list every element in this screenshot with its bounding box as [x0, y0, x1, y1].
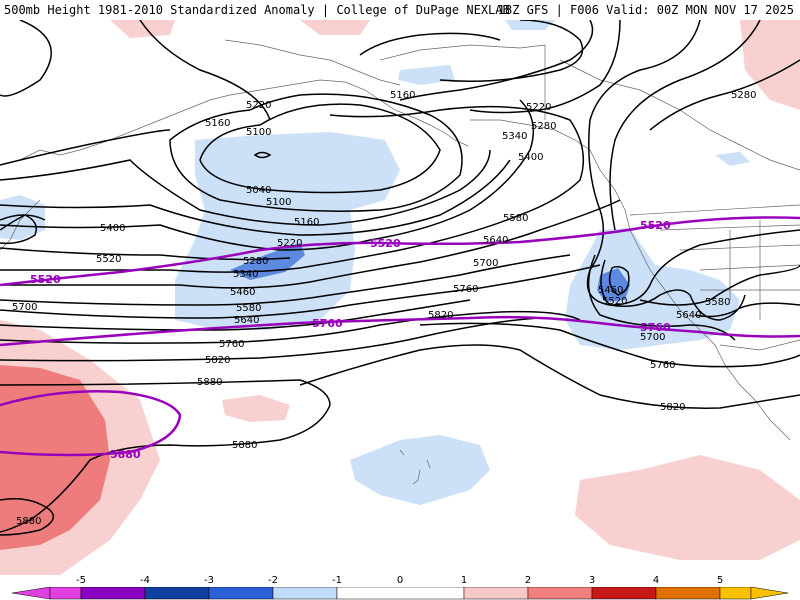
contour-label: 5400: [518, 152, 543, 163]
contour-label: 5520: [602, 296, 627, 307]
legend-tick: 3: [588, 575, 596, 586]
contour-label: 5040: [246, 185, 271, 196]
legend-swatch: [144, 587, 210, 600]
contour-label: 5820: [660, 402, 685, 413]
contour-label: 5820: [205, 355, 230, 366]
contour-label: 5880: [232, 440, 257, 451]
contour-label: 5100: [246, 127, 271, 138]
legend-tick: -1: [332, 575, 342, 586]
contour-label: 5700: [12, 302, 37, 313]
strong-positive-anomaly-area: [0, 365, 110, 550]
color-scale-legend: -5 -4 -3 -2 -1 0 1 2 3 4 5: [0, 575, 800, 600]
climo-label: 5760: [640, 321, 671, 334]
contour-label: 5640: [483, 235, 508, 246]
contour-label: 5400: [100, 223, 125, 234]
legend-tick: -3: [204, 575, 214, 586]
legend-tick: 1: [460, 575, 468, 586]
positive-anomaly-area: [0, 345, 12, 362]
legend-tick: -2: [268, 575, 278, 586]
contour-labels: 5220 5160 5100 5040 5100 5160 5220 5280 …: [12, 90, 756, 527]
contour-label: 5580: [705, 297, 730, 308]
weather-map[interactable]: 5220 5160 5100 5040 5100 5160 5220 5280 …: [0, 20, 800, 575]
contour-label: 5700: [473, 258, 498, 269]
climo-label: 5520: [640, 219, 671, 232]
contour-label: 5460: [598, 285, 623, 296]
negative-anomaly-area: [175, 132, 400, 330]
legend-swatch: [49, 587, 82, 600]
contour-label: 5280: [731, 90, 756, 101]
contour-label: 5580: [503, 213, 528, 224]
contour-label: 5160: [205, 118, 230, 129]
legend-swatch: [463, 587, 529, 600]
positive-anomaly-area: [110, 20, 175, 38]
legend-tick: 4: [652, 575, 660, 586]
climatology-labels: 5520 5760 5880 5520 5520 5760: [30, 219, 671, 461]
climo-label: 5520: [30, 273, 61, 286]
contour-label: 5520: [96, 254, 121, 265]
legend-tick: 0: [396, 575, 404, 586]
negative-anomaly-area: [565, 228, 740, 350]
map-header: 500mb Height 1981-2010 Standardized Anom…: [0, 0, 800, 20]
contour-label: 5580: [236, 303, 261, 314]
legend-swatch: [527, 587, 593, 600]
climo-label: 5880: [110, 448, 141, 461]
contour-label: 5700: [640, 332, 665, 343]
contour-label: 5160: [294, 217, 319, 228]
legend-swatch: [719, 587, 752, 600]
contour-label: 5820: [428, 310, 453, 321]
contour-label: 5640: [234, 315, 259, 326]
contour-label: 5460: [230, 287, 255, 298]
positive-anomaly-area: [575, 455, 800, 560]
legend-tick-labels: -5 -4 -3 -2 -1 0 1 2 3 4 5: [0, 575, 800, 587]
contour-label: 5160: [390, 90, 415, 101]
contour-label: 5100: [266, 197, 291, 208]
legend-swatch: [80, 587, 146, 600]
legend-swatch: [208, 587, 274, 600]
strong-negative-anomaly-area: [230, 243, 305, 280]
negative-anomaly-area: [715, 152, 750, 166]
legend-colorbar: [11, 587, 789, 600]
positive-anomaly-area: [300, 20, 370, 35]
contour-label: 5220: [277, 238, 302, 249]
climo-label: 5760: [312, 317, 343, 330]
contour-label: 5760: [650, 360, 675, 371]
contour-label: 5880: [197, 377, 222, 388]
contour-label: 5340: [233, 269, 258, 280]
legend-tick: 2: [524, 575, 532, 586]
legend-swatch: [272, 587, 338, 600]
legend-swatch: [591, 587, 657, 600]
legend-swatch: [336, 587, 465, 600]
contour-label: 5220: [246, 100, 271, 111]
contour-label: 5220: [526, 102, 551, 113]
contour-label: 5280: [531, 121, 556, 132]
contour-label: 5880: [16, 516, 41, 527]
contour-label: 5280: [243, 256, 268, 267]
legend-tick: -5: [76, 575, 86, 586]
contour-label: 5640: [676, 310, 701, 321]
contour-label: 5340: [502, 131, 527, 142]
legend-tick: 5: [716, 575, 724, 586]
positive-anomaly-area: [740, 20, 800, 110]
legend-swatch: [11, 587, 51, 600]
map-title: 500mb Height 1981-2010 Standardized Anom…: [4, 3, 510, 17]
legend-tick: -4: [140, 575, 150, 586]
negative-anomaly-area: [505, 20, 555, 30]
coastlines: [0, 39, 800, 485]
positive-anomaly-area: [222, 395, 290, 422]
negative-anomaly-area: [398, 65, 455, 85]
legend-swatch: [655, 587, 721, 600]
height-contours: [0, 20, 800, 536]
climatology-contours: [0, 216, 800, 457]
legend-swatch: [750, 587, 789, 600]
contour-label: 5760: [453, 284, 478, 295]
contour-label: 5760: [219, 339, 244, 350]
climo-label: 5520: [370, 237, 401, 250]
model-run-info: 18Z GFS | F006 Valid: 00Z MON NOV 17 202…: [497, 3, 794, 17]
